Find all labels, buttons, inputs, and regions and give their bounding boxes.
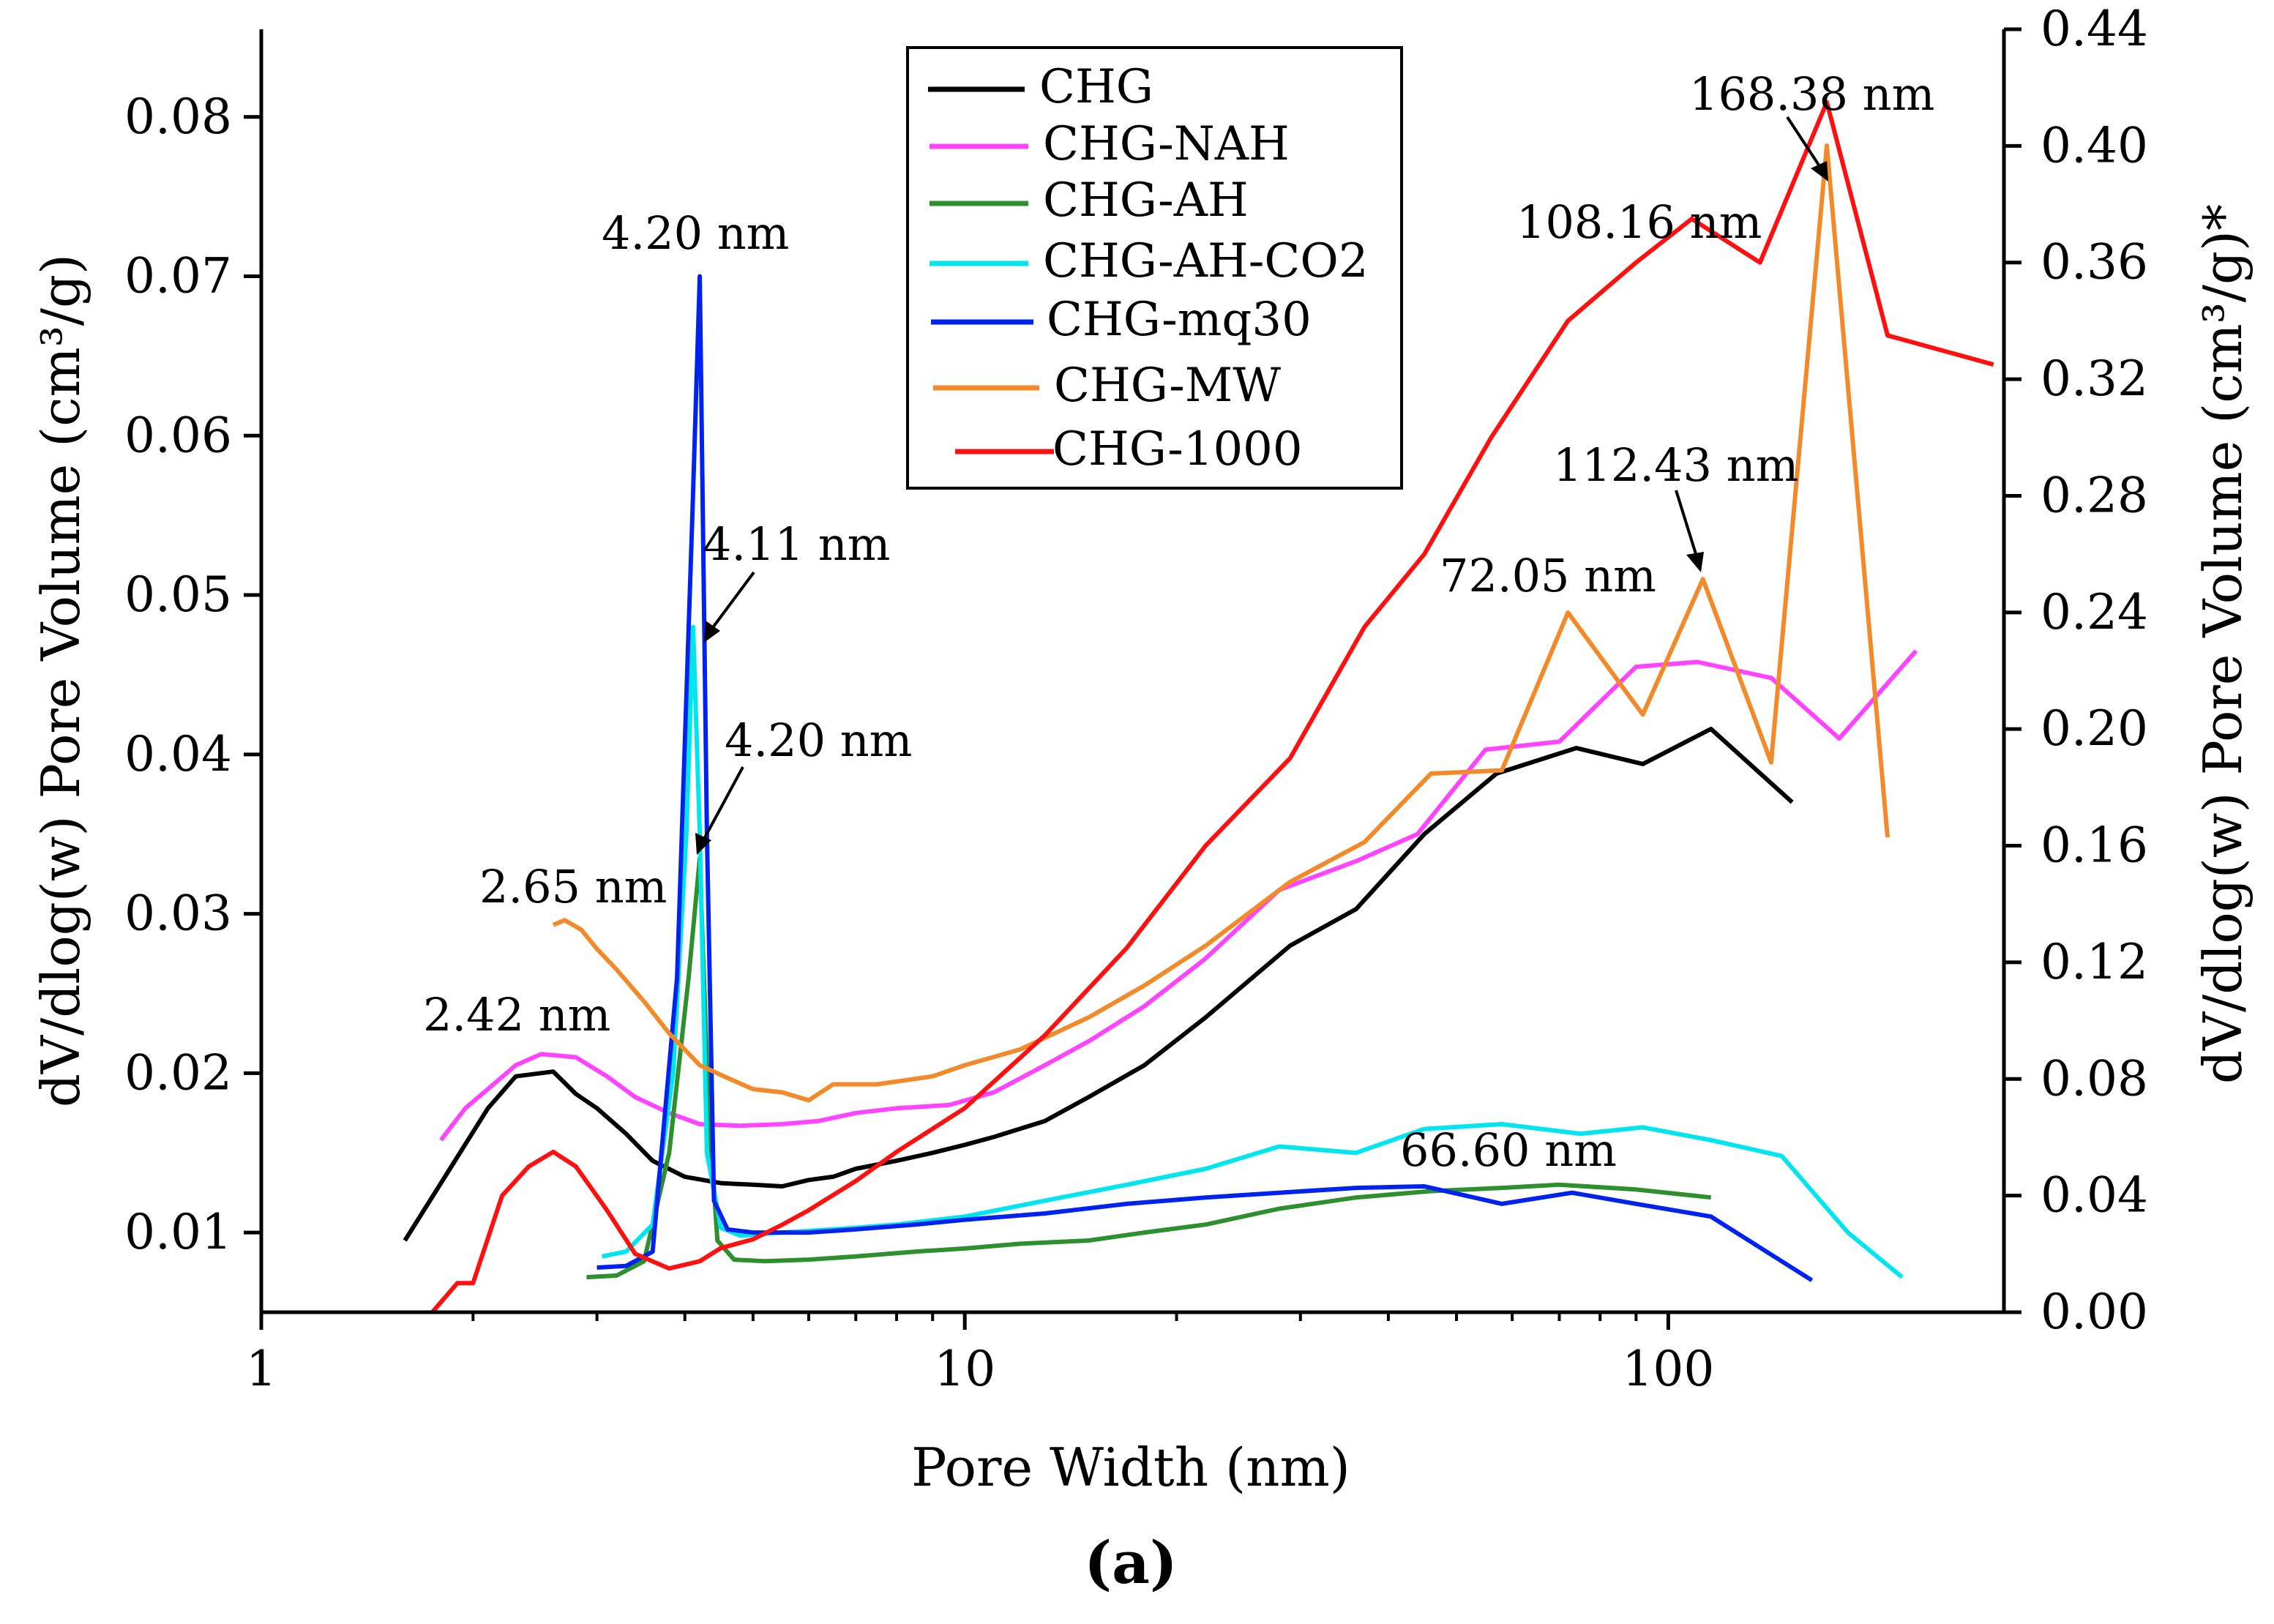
x-tick-label: 1 <box>246 1341 277 1397</box>
x-axis-title: Pore Width (nm) <box>911 1437 1350 1498</box>
annotation-nah-small-peak: 2.42 nm <box>423 988 610 1041</box>
legend-label-chg-ah-co2: CHG-AH-CO2 <box>1043 234 1369 288</box>
y-axis-title-left: dV/dlog(w) Pore Volume (cm³/g) <box>30 254 91 1107</box>
annotation-mq30-peak: 4.20 nm <box>602 206 789 260</box>
y-tick-label-right: 0.28 <box>2041 467 2148 523</box>
annotation-chg-72: 72.05 nm <box>1440 549 1656 602</box>
arrow-168 <box>1786 116 1828 182</box>
y-tick-label-right: 0.36 <box>2041 234 2148 291</box>
annotation-ah-66: 66.60 nm <box>1400 1123 1617 1177</box>
y-tick-label-left: 0.06 <box>124 407 232 463</box>
y-axis-title-right: dV/dlog(w) Pore Volume (cm³/g)* <box>2192 204 2254 1084</box>
arrow-4-11 <box>704 571 755 643</box>
series-line-chg-mq30 <box>596 274 1814 1282</box>
annotation-arrows <box>695 116 1828 855</box>
y-tick-label-right: 0.12 <box>2041 934 2148 990</box>
series-line-chg <box>403 727 1794 1242</box>
annotation-ah-peak: 4.20 nm <box>725 714 912 767</box>
series-line-chg-mw <box>552 143 1890 1103</box>
series-line-chg-ah-co2 <box>601 624 1904 1279</box>
y-tick-label-right: 0.32 <box>2041 351 2148 407</box>
legend: CHG CHG-NAH CHG-AH CHG-AH-CO2 CHG-mq30 C… <box>906 46 1403 490</box>
y-tick-label-right: 0.40 <box>2041 117 2148 173</box>
y-tick-label-left: 0.07 <box>124 248 232 304</box>
legend-label-chg: CHG <box>1039 60 1153 114</box>
arrow-112 <box>1675 490 1704 572</box>
series-line-chg-ah <box>586 856 1712 1280</box>
arrow-4-20 <box>695 766 744 855</box>
annotation-1000-peak: 108.16 nm <box>1516 195 1762 249</box>
annotation-mw-small-peak: 2.65 nm <box>479 860 667 913</box>
y-tick-label-left: 0.05 <box>124 566 232 623</box>
series-line-chg-nah <box>439 649 1918 1142</box>
series-line-chg-1000 <box>430 100 1994 1314</box>
x-tick-label: 100 <box>1622 1341 1714 1397</box>
legend-label-chg-ah: CHG-AH <box>1043 173 1249 228</box>
legend-label-chg-mq30: CHG-mq30 <box>1047 293 1312 347</box>
figure-caption: (a) <box>1084 1528 1178 1597</box>
axis-ticks: 1 10 100 0.01 0.02 0.03 0.04 0.05 0.06 0.07 0.08 0.… <box>124 1 2148 1397</box>
annotation-mw-112: 112.43 nm <box>1553 438 1798 492</box>
annotation-co2-peak: 4.11 nm <box>703 517 890 571</box>
x-tick-label: 10 <box>934 1341 995 1397</box>
legend-box <box>906 46 1403 490</box>
annotation-mw-max: 168.38 nm <box>1689 67 1934 121</box>
legend-label-chg-nah: CHG-NAH <box>1043 117 1290 171</box>
y-tick-label-right: 0.00 <box>2041 1284 2148 1340</box>
y-tick-label-left: 0.02 <box>124 1044 232 1101</box>
y-tick-label-right: 0.08 <box>2041 1050 2148 1107</box>
y-tick-label-left: 0.04 <box>124 726 232 782</box>
y-tick-label-right: 0.04 <box>2041 1167 2148 1224</box>
legend-swatches <box>928 86 1054 454</box>
y-tick-label-right: 0.16 <box>2041 817 2148 874</box>
y-tick-label-left: 0.03 <box>124 886 232 942</box>
annotations: 4.20 nm 4.11 nm 4.20 nm 2.65 nm 2.42 nm … <box>423 67 1934 1177</box>
y-tick-label-left: 0.08 <box>124 89 232 145</box>
legend-label-chg-mw: CHG-MW <box>1054 359 1281 413</box>
y-tick-label-right: 0.44 <box>2041 1 2148 57</box>
legend-label-chg-1000: CHG-1000 <box>1052 422 1303 476</box>
y-tick-label-right: 0.24 <box>2041 584 2148 640</box>
y-tick-label-left: 0.01 <box>124 1204 232 1260</box>
series-lines <box>403 100 1994 1314</box>
y-tick-label-right: 0.20 <box>2041 700 2148 757</box>
